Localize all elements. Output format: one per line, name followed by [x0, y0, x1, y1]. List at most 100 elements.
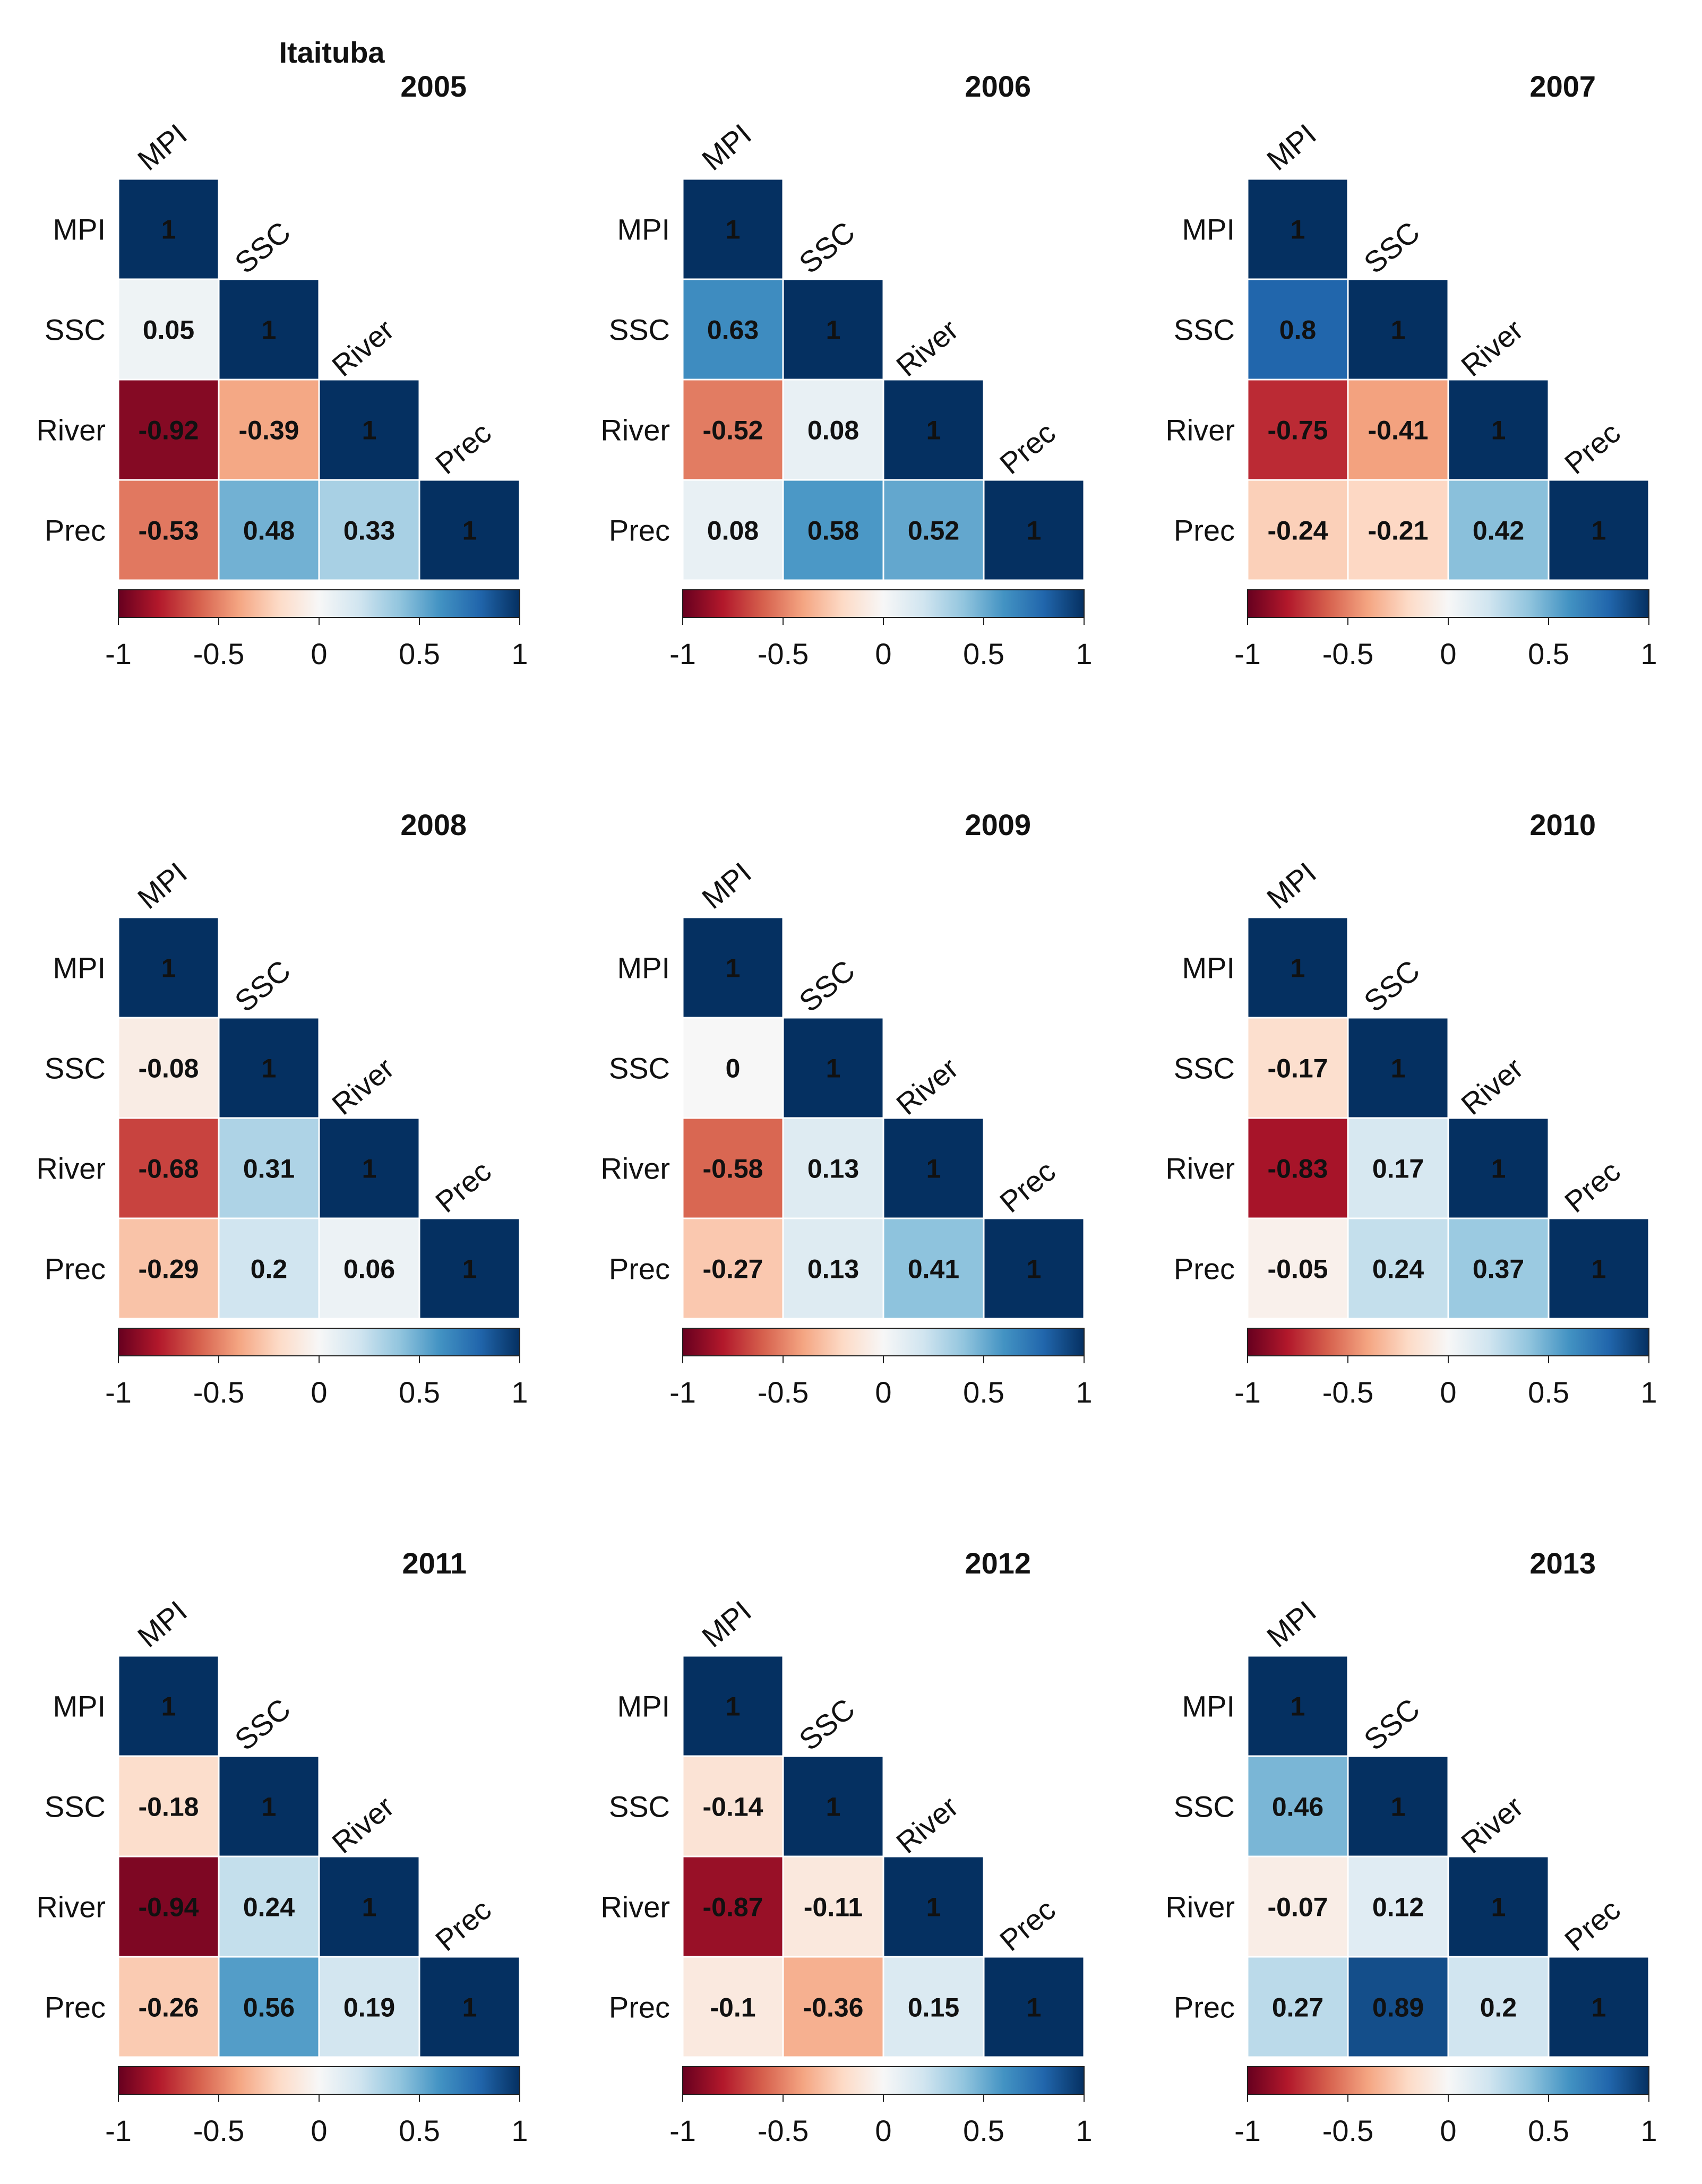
cell-value: 0.63	[707, 315, 759, 345]
figure-title: Itaituba	[279, 36, 385, 69]
cell-value: -0.39	[239, 416, 299, 445]
cell-value: 0.41	[908, 1254, 959, 1284]
cell-value: 0.52	[908, 516, 959, 546]
row-label: River	[1165, 1152, 1235, 1185]
correlation-cell	[318, 379, 420, 481]
colorbar-tick-label: 1	[1640, 1375, 1657, 1409]
cell-value: 0.48	[243, 516, 295, 546]
correlation-cell	[882, 1855, 985, 1958]
colorbar-tick-label: -0.5	[1322, 637, 1374, 670]
colorbar-tick-label: 0.5	[399, 1375, 440, 1409]
colorbar-tick-label: 0.5	[399, 637, 440, 670]
colorbar-tick-label: 1	[1076, 2114, 1092, 2147]
panel-year-title: 2008	[400, 808, 467, 841]
cell-value: -0.21	[1368, 516, 1429, 546]
colorbar-tick-label: -1	[105, 2114, 132, 2147]
correlation-cell	[218, 1017, 320, 1119]
panels-grid: 2005 MPI SSC River Prec MPI SSC River Prec 1 0.05 1…	[36, 70, 1657, 2147]
cell-value: 0.46	[1272, 1792, 1323, 1822]
row-label: MPI	[617, 1690, 670, 1723]
column-label: Prec	[429, 1893, 497, 1957]
colorbar-tick-label: -1	[105, 637, 132, 670]
row-label: SSC	[1174, 313, 1235, 347]
column-label: Prec	[993, 1154, 1062, 1219]
correlation-cell	[782, 379, 884, 481]
row-label: Prec	[45, 514, 106, 547]
correlation-cell	[1247, 1017, 1349, 1119]
cell-value: 1	[1291, 953, 1305, 983]
colorbar	[1247, 2066, 1649, 2095]
cell-value: 1	[161, 215, 176, 245]
correlation-cell	[117, 1017, 220, 1119]
cell-value: 0.56	[243, 1993, 295, 2023]
row-label: MPI	[1182, 213, 1235, 246]
colorbar	[118, 2066, 520, 2095]
colorbar	[682, 589, 1085, 618]
column-label: MPI	[131, 856, 193, 915]
cell-value: 0.89	[1372, 1993, 1424, 2023]
cell-value: 1	[462, 1254, 477, 1284]
correlation-cell	[117, 379, 220, 481]
row-label: Prec	[609, 1991, 670, 2024]
correlation-cell	[782, 1855, 884, 1958]
correlation-cell	[1247, 1855, 1349, 1958]
cell-value: 1	[1391, 315, 1406, 345]
cell-value: 1	[1027, 1254, 1042, 1284]
panel-2009: 2009 MPI SSC River Prec MPI SSC River Prec 1 0 1 -0.…	[600, 808, 1092, 1409]
row-label: River	[600, 1152, 670, 1185]
row-label: Prec	[1174, 514, 1235, 547]
row-label: River	[600, 414, 670, 447]
panel-2008: 2008 MPI SSC River Prec MPI SSC River Prec 1 -0.08…	[36, 808, 528, 1409]
cell-value: 1	[462, 516, 477, 546]
cell-value: 0	[726, 1054, 741, 1084]
cell-value: 1	[262, 1792, 277, 1822]
column-label: SSC	[1357, 953, 1426, 1018]
panel-2005: 2005 MPI SSC River Prec MPI SSC River Prec 1 0.05 1…	[36, 70, 528, 670]
cell-value: 0.58	[807, 516, 859, 546]
column-label: River	[890, 1051, 965, 1121]
cell-value: 1	[826, 315, 841, 345]
column-label: MPI	[695, 1594, 758, 1654]
correlation-cell	[1247, 1956, 1349, 2058]
column-label: SSC	[1357, 1692, 1426, 1757]
cell-value: 1	[262, 1054, 277, 1084]
row-label: River	[1165, 1890, 1235, 1924]
colorbar-tick-label: 0	[1440, 1375, 1456, 1409]
row-label: Prec	[609, 1252, 670, 1286]
correlation-cell	[983, 1956, 1085, 2058]
row-label: MPI	[1182, 1690, 1235, 1723]
cell-value: 0.12	[1372, 1893, 1424, 1922]
panel-year-title: 2013	[1529, 1546, 1596, 1580]
colorbar-tick-label: -1	[1234, 1375, 1261, 1409]
column-label: MPI	[1260, 117, 1322, 177]
cell-value: 1	[826, 1792, 841, 1822]
colorbar-tick-label: -0.5	[758, 1375, 809, 1409]
row-label: SSC	[45, 313, 106, 347]
cell-value: 1	[462, 1993, 477, 2023]
colorbar	[118, 1328, 520, 1356]
colorbar-tick-label: 0.5	[963, 637, 1004, 670]
cell-value: 0.05	[143, 315, 194, 345]
cell-value: -0.75	[1268, 416, 1328, 445]
correlation-cell	[682, 1956, 784, 2058]
correlation-cell	[1347, 379, 1449, 481]
cell-value: 1	[926, 1893, 941, 1922]
column-label: MPI	[131, 117, 193, 177]
cell-value: -0.41	[1368, 416, 1429, 445]
correlation-cell	[782, 1017, 884, 1119]
colorbar-tick-label: 1	[1640, 2114, 1657, 2147]
correlation-cell	[117, 1755, 220, 1858]
colorbar-tick-label: 0.5	[963, 1375, 1004, 1409]
cell-value: 0.37	[1473, 1254, 1524, 1284]
panel-year-title: 2011	[402, 1546, 467, 1580]
colorbar	[1247, 589, 1649, 618]
correlation-cell	[782, 479, 884, 581]
column-label: River	[890, 1790, 965, 1860]
correlation-cell	[1347, 1755, 1449, 1858]
cell-value: 1	[1592, 1254, 1606, 1284]
cell-value: 1	[362, 1154, 377, 1184]
correlation-cell	[1447, 1956, 1550, 2058]
cell-value: 1	[726, 1692, 741, 1722]
colorbar-tick-label: -1	[669, 1375, 696, 1409]
